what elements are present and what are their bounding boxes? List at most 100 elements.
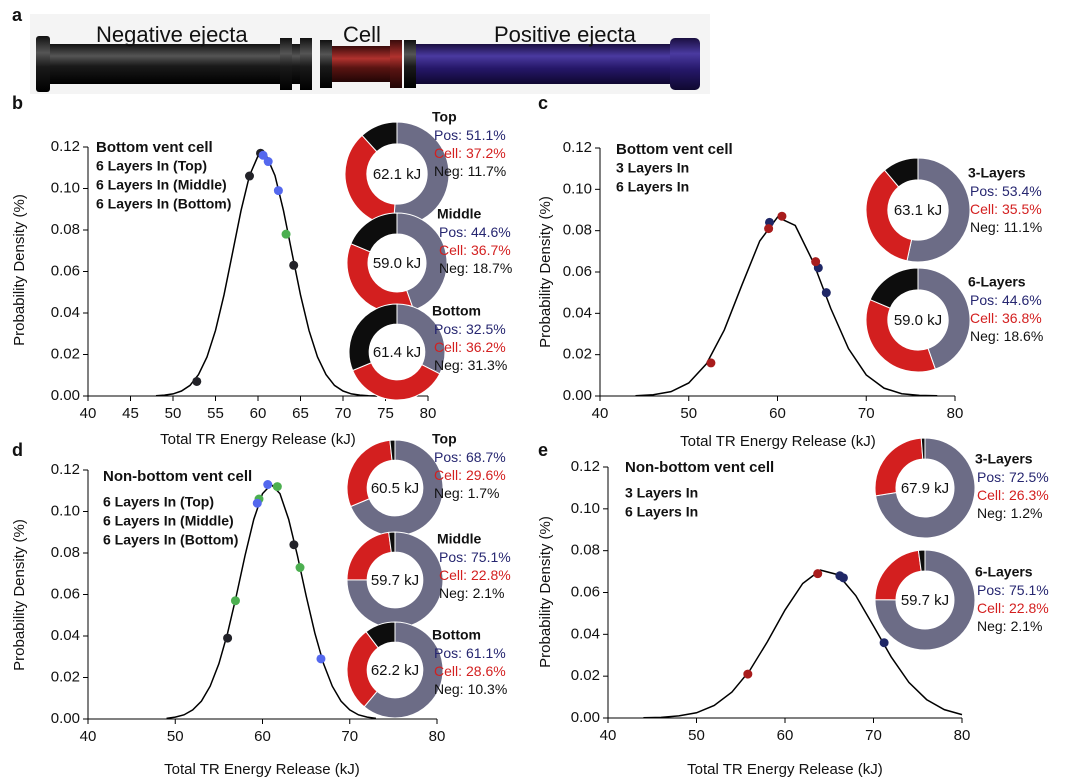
donut-legend-line: Cell:29.6% xyxy=(434,467,506,483)
y-tick-label: 0.04 xyxy=(563,304,592,321)
share-value: 37.2% xyxy=(466,145,506,161)
data-point xyxy=(316,654,325,663)
y-tick-label: 0.02 xyxy=(571,667,600,684)
donut-legend-line: Pos:44.6% xyxy=(439,224,511,240)
x-tick-label: 80 xyxy=(420,405,437,422)
negative-tube xyxy=(40,44,302,84)
x-tick-label: 80 xyxy=(947,405,964,422)
y-tick-label: 0.12 xyxy=(51,138,80,155)
share-value: 22.8% xyxy=(471,567,511,583)
y-tick-label: 0.06 xyxy=(563,263,592,280)
x-tick-label: 45 xyxy=(122,405,139,422)
share-value: 32.5% xyxy=(466,321,506,337)
flange xyxy=(300,38,312,90)
donut-title: 6-Layers xyxy=(968,274,1026,290)
data-point xyxy=(245,172,254,181)
donut: 67.9 kJ3-LayersPos:72.5%Cell:26.3%Neg:1.… xyxy=(875,438,1049,538)
chart-title: Non-bottom vent cell xyxy=(625,459,774,476)
legend-label: 3 Layers In xyxy=(625,485,698,501)
donut-legend-line: Cell:26.3% xyxy=(977,487,1049,503)
share-name: Cell: xyxy=(970,310,998,326)
donut-legend-line: Neg:2.1% xyxy=(977,618,1043,634)
x-tick-label: 70 xyxy=(858,405,875,422)
chart-title: Non-bottom vent cell xyxy=(103,468,252,485)
donut-legend-line: Neg:31.3% xyxy=(434,357,507,373)
flange xyxy=(36,36,50,92)
share-value: 10.3% xyxy=(468,681,508,697)
donut-legend-line: Neg:2.1% xyxy=(439,585,505,601)
donut-legend-line: Cell:22.8% xyxy=(439,567,511,583)
y-tick-label: 0.00 xyxy=(51,387,80,404)
share-name: Pos: xyxy=(434,645,462,661)
donut-title: 6-Layers xyxy=(975,564,1033,580)
donut: 62.1 kJTopPos:51.1%Cell:37.2%Neg:11.7% xyxy=(345,109,506,226)
share-name: Neg: xyxy=(434,163,464,179)
share-value: 26.3% xyxy=(1009,487,1049,503)
donut: 59.0 kJMiddlePos:44.6%Cell:36.7%Neg:18.7… xyxy=(347,206,512,313)
share-value: 75.1% xyxy=(1009,582,1049,598)
share-name: Cell: xyxy=(977,600,1005,616)
x-axis-label: Total TR Energy Release (kJ) xyxy=(164,761,360,778)
donut-legend-line: Cell:28.6% xyxy=(434,663,506,679)
share-value: 35.5% xyxy=(1002,201,1042,217)
data-point xyxy=(822,288,831,297)
x-tick-label: 55 xyxy=(207,405,224,422)
x-tick-label: 40 xyxy=(80,728,97,745)
donut: 62.2 kJBottomPos:61.1%Cell:28.6%Neg:10.3… xyxy=(347,622,507,718)
y-tick-label: 0.06 xyxy=(51,585,80,602)
share-value: 11.1% xyxy=(1004,219,1043,235)
donut-segment xyxy=(870,268,918,308)
share-value: 72.5% xyxy=(1009,469,1049,485)
y-tick-label: 0.08 xyxy=(51,221,80,238)
legend-label: 6 Layers In (Bottom) xyxy=(96,196,231,212)
donut-segment xyxy=(866,300,935,372)
donut-legend-line: Pos:44.6% xyxy=(970,292,1042,308)
legend-label: 6 Layers In (Middle) xyxy=(103,513,234,529)
y-tick-label: 0.10 xyxy=(51,179,80,196)
share-value: 53.4% xyxy=(1002,183,1042,199)
figure: a Negative ejecta Cell Positive ejecta b… xyxy=(0,0,1069,778)
share-name: Pos: xyxy=(977,469,1005,485)
donut-center-label: 59.0 kJ xyxy=(894,312,942,329)
y-tick-label: 0.12 xyxy=(571,458,600,475)
share-value: 44.6% xyxy=(1002,292,1042,308)
share-name: Pos: xyxy=(434,321,462,337)
share-name: Neg: xyxy=(439,260,469,276)
donut-legend-line: Pos:53.4% xyxy=(970,183,1042,199)
data-point xyxy=(223,634,232,643)
data-point xyxy=(289,261,298,270)
y-axis-label: Probability Density (%) xyxy=(11,194,28,346)
donut-center-label: 63.1 kJ xyxy=(894,202,942,219)
donut-legend-line: Pos:75.1% xyxy=(977,582,1049,598)
y-tick-label: 0.12 xyxy=(51,461,80,478)
legend-label: 6 Layers In (Top) xyxy=(96,158,207,174)
data-point xyxy=(282,230,291,239)
donut-legend-line: Cell:37.2% xyxy=(434,145,506,161)
panel-letter: e xyxy=(538,440,548,460)
data-point xyxy=(880,638,889,647)
donut-center-label: 59.0 kJ xyxy=(373,255,421,272)
donut-legend-line: Pos:32.5% xyxy=(434,321,506,337)
donut-legend-line: Neg:1.2% xyxy=(977,505,1043,521)
y-tick-label: 0.00 xyxy=(563,387,592,404)
y-tick-label: 0.06 xyxy=(571,583,600,600)
y-tick-label: 0.10 xyxy=(51,502,80,519)
donut: 63.1 kJ3-LayersPos:53.4%Cell:35.5%Neg:11… xyxy=(866,158,1042,262)
donut-center-label: 67.9 kJ xyxy=(901,480,949,497)
share-name: Neg: xyxy=(977,505,1007,521)
share-name: Neg: xyxy=(434,357,464,373)
x-tick-label: 60 xyxy=(777,727,794,744)
share-name: Pos: xyxy=(434,127,462,143)
share-value: 31.3% xyxy=(468,357,508,373)
y-tick-label: 0.02 xyxy=(51,345,80,362)
legend-label: 6 Layers In (Bottom) xyxy=(103,532,238,548)
donut-segment xyxy=(351,213,397,252)
part-label: Cell xyxy=(343,22,381,47)
x-axis-label: Total TR Energy Release (kJ) xyxy=(687,761,883,778)
data-point xyxy=(253,499,262,508)
y-tick-label: 0.06 xyxy=(51,262,80,279)
donut-center-label: 60.5 kJ xyxy=(371,480,419,497)
share-name: Neg: xyxy=(977,618,1007,634)
share-value: 1.7% xyxy=(468,485,500,501)
